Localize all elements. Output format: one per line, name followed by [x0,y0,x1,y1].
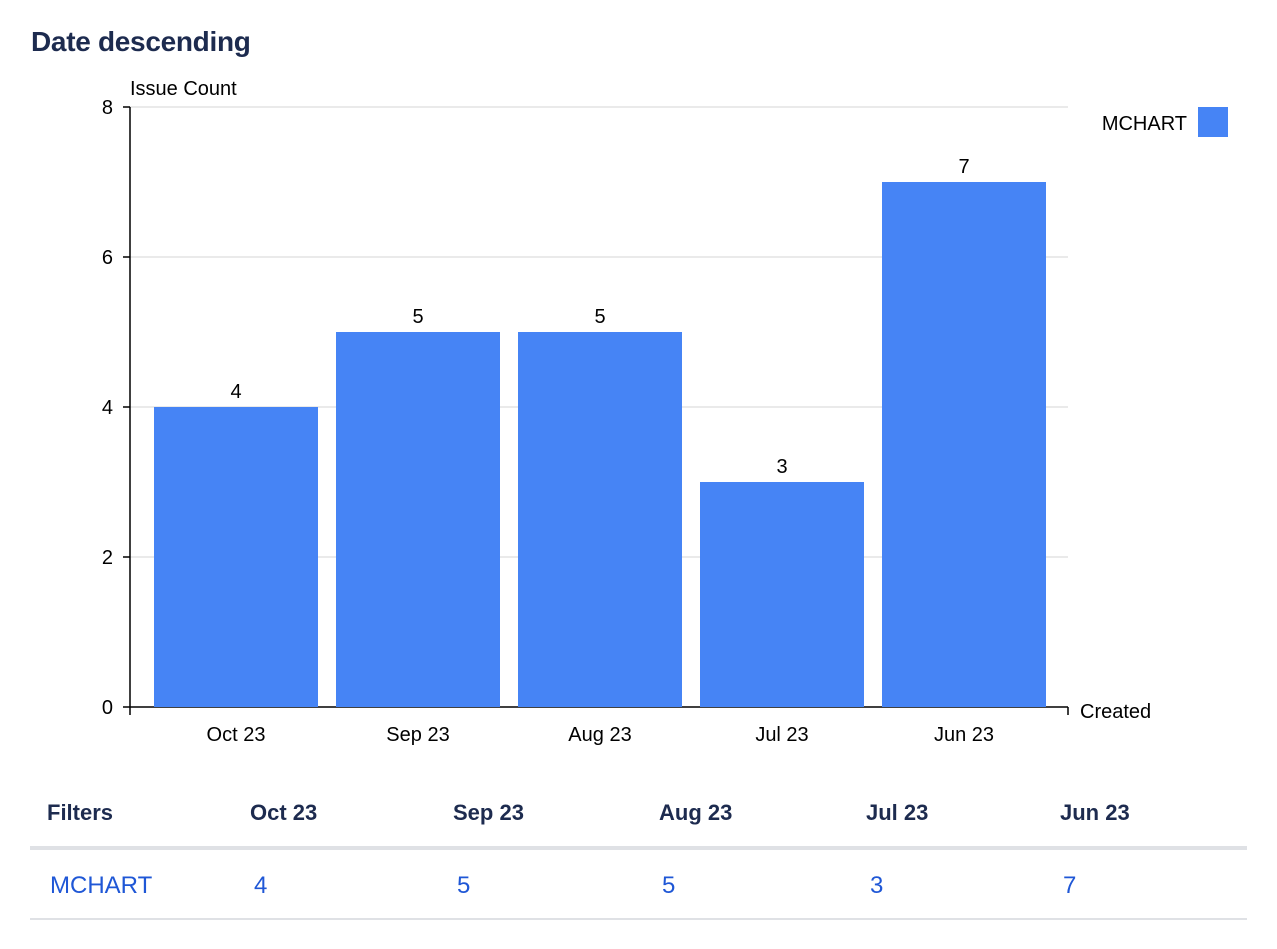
bar-chart: 0 2 4 6 8 Issue Count Created 4 Oct 23 5 Sep 23 5 Au… [102,78,1228,746]
value-link[interactable]: 5 [457,872,471,899]
y-tick-label: 0 [102,697,113,719]
bar [154,407,318,707]
filter-link[interactable]: MCHART [50,872,153,899]
value-link[interactable]: 5 [662,872,676,899]
bar-value-label: 7 [958,156,969,178]
bar [336,332,500,707]
bar-value-label: 4 [230,381,241,403]
x-tick-label: Sep 23 [386,724,449,746]
legend-label: MCHART [1102,113,1187,135]
y-tick-label: 6 [102,247,113,269]
legend-swatch [1198,107,1228,137]
y-tick-label: 2 [102,547,113,569]
x-tick-label: Jul 23 [755,724,808,746]
value-link[interactable]: 3 [870,872,884,899]
bar [882,182,1046,707]
header-col: Sep 23 [453,800,524,825]
header-col: Jun 23 [1060,800,1130,825]
x-tick-label: Oct 23 [207,724,266,746]
y-tick-label: 4 [102,397,113,419]
bar-value-label: 5 [412,306,423,328]
table-row: MCHART 4 5 5 3 7 [30,850,1247,920]
header-col: Oct 23 [250,800,318,825]
bar [518,332,682,707]
y-axis-title: Issue Count [130,78,237,100]
data-table: Filters Oct 23 Sep 23 Aug 23 Jul 23 Jun … [30,780,1247,920]
page-title: Date descending [31,26,251,57]
y-tick-label: 8 [102,97,113,119]
bar-value-label: 3 [776,456,787,478]
table-header: Filters Oct 23 Sep 23 Aug 23 Jul 23 Jun … [30,780,1247,850]
value-link[interactable]: 4 [254,872,268,899]
x-tick-label: Jun 23 [934,724,994,746]
bar [700,482,864,707]
x-axis-title: Created [1080,701,1151,723]
header-col: Aug 23 [659,800,733,825]
header-filters: Filters [47,800,114,825]
x-tick-label: Aug 23 [568,724,631,746]
bar-value-label: 5 [594,306,605,328]
value-link[interactable]: 7 [1063,872,1077,899]
header-col: Jul 23 [866,800,929,825]
